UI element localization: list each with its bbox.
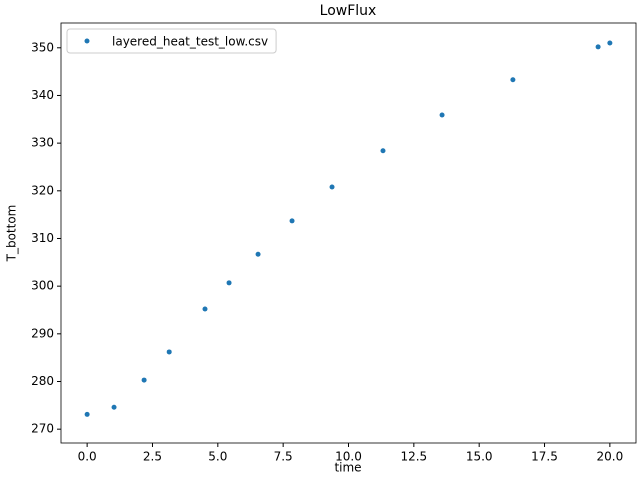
legend-box: [66, 28, 277, 54]
point: [595, 44, 601, 50]
point: [439, 112, 445, 118]
y-tick-label: 350: [31, 40, 54, 54]
point: [607, 40, 613, 46]
x-tick-label: 5.0: [208, 450, 227, 464]
x-tick-label: 17.5: [531, 450, 558, 464]
legend-marker: [84, 38, 90, 44]
legend-label: layered_heat_test_low.csv: [112, 35, 268, 49]
y-tick-label: 340: [31, 88, 54, 102]
point: [202, 306, 208, 312]
y-tick-label: 290: [31, 326, 54, 340]
point: [255, 251, 261, 257]
x-tick-label: 15.0: [466, 450, 493, 464]
point: [111, 404, 117, 410]
point: [510, 77, 516, 83]
y-tick-label: 280: [31, 374, 54, 388]
y-tick-label: 310: [31, 231, 54, 245]
point: [166, 349, 172, 355]
x-tick-label: 20.0: [597, 450, 624, 464]
x-tick-label: 2.5: [143, 450, 162, 464]
plot-frame: [60, 22, 637, 444]
point: [289, 218, 295, 224]
point: [226, 280, 232, 286]
x-axis-label: time: [334, 461, 361, 475]
y-tick-label: 270: [31, 422, 54, 436]
x-tick-label: 12.5: [400, 450, 427, 464]
point: [329, 184, 335, 190]
y-tick-label: 330: [31, 136, 54, 150]
x-tick-label: 0.0: [78, 450, 97, 464]
chart-title: LowFlux: [320, 3, 377, 19]
x-tick-label: 10.0: [335, 450, 362, 464]
y-axis-label: T_bottom: [5, 205, 19, 263]
y-tick-label: 320: [31, 183, 54, 197]
point: [380, 148, 386, 154]
x-tick-label: 7.5: [274, 450, 293, 464]
point: [84, 411, 90, 417]
y-tick-label: 300: [31, 279, 54, 293]
point: [141, 377, 147, 383]
